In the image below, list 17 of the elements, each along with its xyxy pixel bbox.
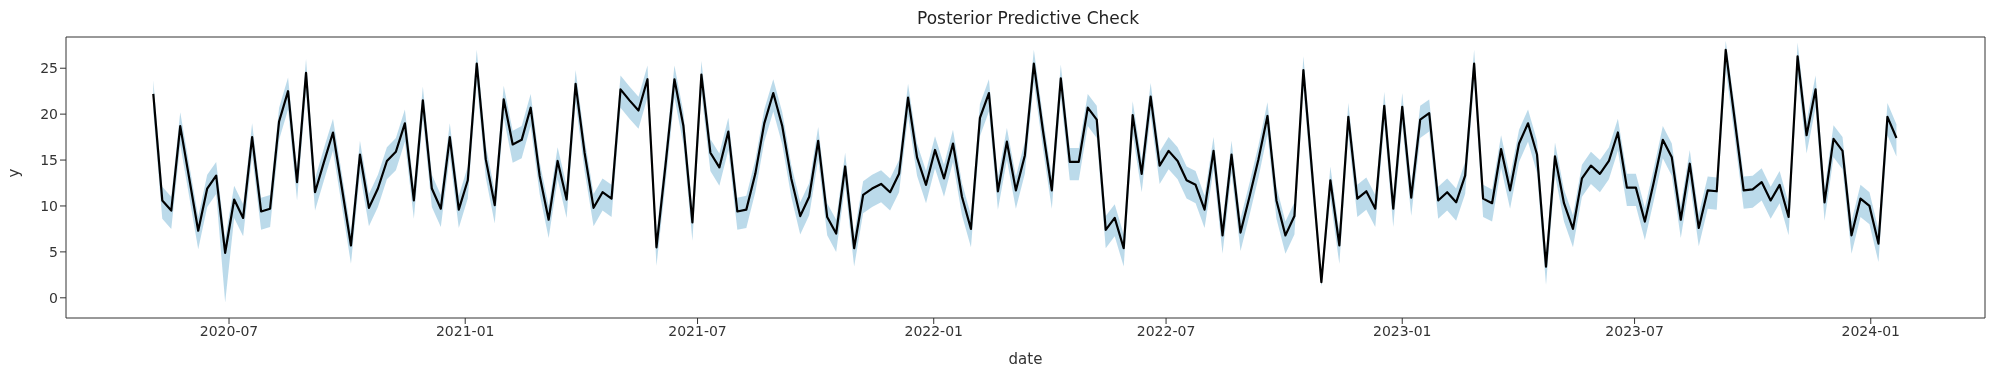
x-axis-title: date: [1008, 350, 1043, 368]
y-tick-label: 20: [40, 106, 58, 123]
y-axis-title: y: [5, 168, 24, 178]
y-tick-label: 15: [40, 152, 58, 169]
chart-title: Posterior Predictive Check: [916, 8, 1140, 30]
y-tick-label: 0: [49, 289, 58, 306]
x-tick-label: 2022-07: [1136, 322, 1196, 339]
x-tick-label: 2021-01: [435, 322, 495, 339]
x-tick-label: 2023-01: [1372, 322, 1432, 339]
x-tick-label: 2020-07: [199, 322, 259, 339]
x-tick-label: 2023-07: [1605, 322, 1664, 339]
y-tick-label: 25: [40, 60, 58, 77]
x-tick-label: 2022-01: [904, 322, 963, 339]
x-tick-label: 2024-01: [1841, 322, 1901, 339]
x-tick-label: 2021-07: [668, 322, 727, 339]
y-tick-label: 10: [40, 197, 58, 214]
y-tick-label: 5: [49, 243, 58, 260]
